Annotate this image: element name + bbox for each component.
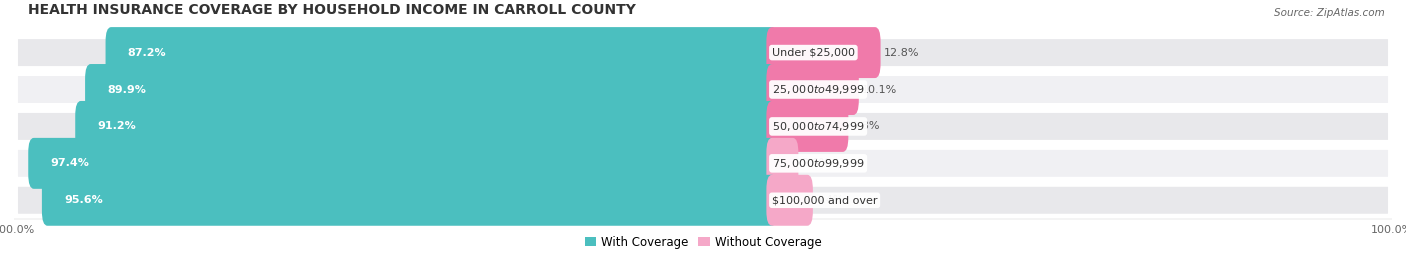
Text: 10.1%: 10.1% bbox=[862, 84, 897, 94]
FancyBboxPatch shape bbox=[28, 138, 778, 189]
Text: 87.2%: 87.2% bbox=[128, 48, 166, 58]
Text: 97.4%: 97.4% bbox=[51, 158, 89, 168]
FancyBboxPatch shape bbox=[76, 101, 778, 152]
FancyBboxPatch shape bbox=[766, 101, 848, 152]
FancyBboxPatch shape bbox=[105, 27, 778, 78]
Text: 89.9%: 89.9% bbox=[107, 84, 146, 94]
FancyBboxPatch shape bbox=[766, 175, 813, 226]
Text: 12.8%: 12.8% bbox=[883, 48, 920, 58]
FancyBboxPatch shape bbox=[766, 64, 859, 115]
Legend: With Coverage, Without Coverage: With Coverage, Without Coverage bbox=[585, 236, 821, 249]
Text: $75,000 to $99,999: $75,000 to $99,999 bbox=[772, 157, 865, 170]
FancyBboxPatch shape bbox=[18, 76, 1388, 103]
FancyBboxPatch shape bbox=[766, 27, 880, 78]
FancyBboxPatch shape bbox=[18, 187, 1388, 214]
Text: 2.6%: 2.6% bbox=[801, 158, 830, 168]
FancyBboxPatch shape bbox=[18, 150, 1388, 177]
Text: 4.4%: 4.4% bbox=[815, 195, 844, 205]
Text: $25,000 to $49,999: $25,000 to $49,999 bbox=[772, 83, 865, 96]
Text: Source: ZipAtlas.com: Source: ZipAtlas.com bbox=[1274, 8, 1385, 18]
FancyBboxPatch shape bbox=[42, 175, 778, 226]
Text: Under $25,000: Under $25,000 bbox=[772, 48, 855, 58]
Text: 95.6%: 95.6% bbox=[63, 195, 103, 205]
FancyBboxPatch shape bbox=[86, 64, 778, 115]
Text: 91.2%: 91.2% bbox=[97, 121, 136, 132]
FancyBboxPatch shape bbox=[766, 138, 799, 189]
FancyBboxPatch shape bbox=[18, 113, 1388, 140]
FancyBboxPatch shape bbox=[18, 39, 1388, 66]
Text: 8.8%: 8.8% bbox=[851, 121, 880, 132]
Text: $50,000 to $74,999: $50,000 to $74,999 bbox=[772, 120, 865, 133]
Text: HEALTH INSURANCE COVERAGE BY HOUSEHOLD INCOME IN CARROLL COUNTY: HEALTH INSURANCE COVERAGE BY HOUSEHOLD I… bbox=[28, 3, 636, 17]
Text: $100,000 and over: $100,000 and over bbox=[772, 195, 877, 205]
